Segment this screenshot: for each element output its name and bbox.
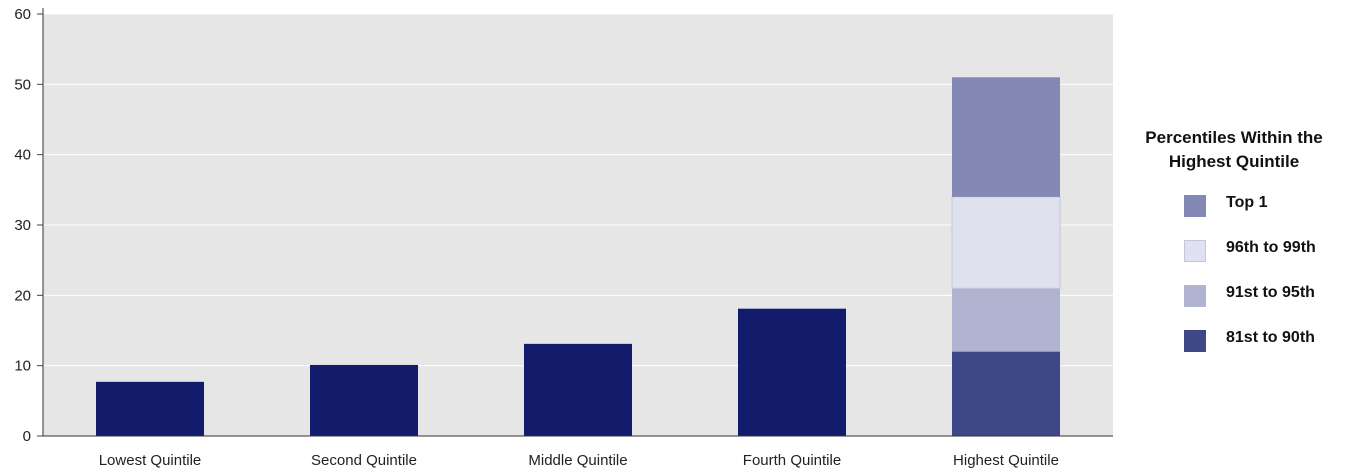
y-tick-label-30: 30 [14, 217, 31, 234]
y-tick-label-60: 60 [14, 6, 31, 23]
legend-swatch-81st-to-90th [1184, 330, 1206, 352]
legend: Percentiles Within the Highest Quintile … [1120, 126, 1348, 355]
legend-swatch-top-1 [1184, 195, 1206, 217]
legend-label-96th-to-99th: 96th to 99th [1226, 239, 1316, 256]
legend-items: Top 1 96th to 99th 91st to 95th 81st to … [1120, 192, 1348, 355]
x-tick-label-lowest-quintile: Lowest Quintile [99, 452, 202, 469]
legend-label-top-1: Top 1 [1226, 194, 1268, 211]
legend-item-96th-to-99th: 96th to 99th [1184, 237, 1348, 265]
legend-label-81st-to-90th: 81st to 90th [1226, 329, 1315, 346]
y-tick-label-40: 40 [14, 147, 31, 164]
legend-swatch-96th-to-99th [1184, 240, 1206, 262]
y-tick-label-10: 10 [14, 358, 31, 375]
legend-label-91st-to-95th: 91st to 95th [1226, 284, 1315, 301]
legend-item-81st-to-90th: 81st to 90th [1184, 327, 1348, 355]
legend-title: Percentiles Within the Highest Quintile [1145, 128, 1323, 171]
x-tick-label-second-quintile: Second Quintile [311, 452, 417, 469]
bar-segment-96th-to-99th [951, 196, 1061, 289]
y-tick-label-20: 20 [14, 287, 31, 304]
bar-segment-91st-to-95th [952, 288, 1060, 352]
legend-swatch-91st-to-95th [1184, 285, 1206, 307]
y-tick-label-0: 0 [23, 428, 31, 445]
legend-item-91st-to-95th: 91st to 95th [1184, 282, 1348, 310]
bar-second-quintile [310, 364, 418, 436]
y-tick-label-50: 50 [14, 76, 31, 93]
legend-item-top-1: Top 1 [1184, 192, 1348, 220]
bar-fourth-quintile [738, 308, 846, 436]
bar-segment-top-1 [952, 77, 1060, 197]
x-tick-label-fourth-quintile: Fourth Quintile [743, 452, 841, 469]
bar-middle-quintile [524, 343, 632, 436]
bar-segment-81st-to-90th [952, 351, 1060, 436]
x-tick-label-highest-quintile: Highest Quintile [953, 452, 1059, 469]
bar-lowest-quintile [96, 381, 204, 436]
x-tick-label-middle-quintile: Middle Quintile [528, 452, 627, 469]
